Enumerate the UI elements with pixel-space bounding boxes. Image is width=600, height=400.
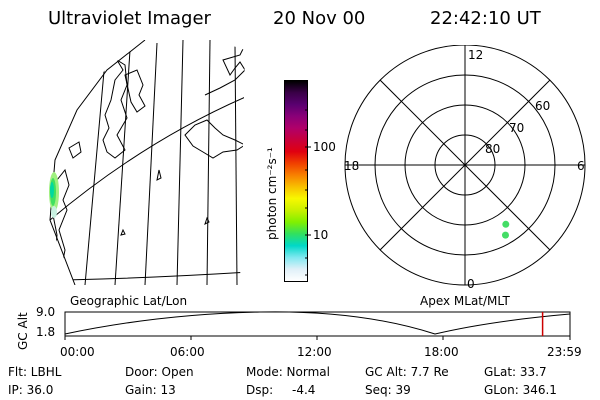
dsp-value: -4.4 — [292, 383, 316, 397]
meridian-line — [84, 59, 106, 285]
timeline-left-label: Geographic Lat/Lon — [70, 294, 188, 308]
lat-label-70: 70 — [509, 121, 524, 135]
mlt-label-6: 6 — [577, 159, 585, 173]
timeline-right-label: Apex MLat/MLT — [420, 294, 510, 308]
coastline — [204, 44, 245, 96]
coastline — [184, 119, 245, 159]
auroral-point — [502, 231, 509, 239]
glat-value: GLat: 33.7 — [484, 365, 547, 379]
parallel-line — [49, 94, 245, 221]
coastline — [68, 141, 82, 159]
polar-plot: 12 18 6 0 60 70 80 — [344, 45, 586, 291]
auroral-emission — [49, 172, 59, 218]
filter-value: Flt: LBHL — [8, 365, 62, 379]
timeline-xtick-1800: 18:00 — [424, 345, 459, 359]
timeline-xtick-1200: 12:00 — [297, 345, 332, 359]
timeline-xtick-0000: 00:00 — [60, 345, 95, 359]
meridian-line — [176, 40, 184, 285]
mlt-label-0: 0 — [467, 277, 475, 291]
colorbar-units-label: photon cm⁻²s⁻¹ — [265, 147, 279, 240]
timeline-ylabel: GC Alt — [16, 312, 30, 350]
meridian-line — [206, 40, 211, 285]
coastline — [52, 168, 70, 272]
colorbar-tick-label-10: 10 — [313, 228, 329, 242]
meridian-line — [144, 42, 158, 285]
geographic-map — [49, 40, 245, 285]
auroral-point — [502, 220, 510, 228]
ip-value: IP: 36.0 — [8, 383, 54, 397]
lat-label-80: 80 — [485, 142, 500, 156]
diagonal-line — [379, 79, 551, 251]
colorbar-tick-label-100: 100 — [313, 140, 336, 154]
meridian-line — [234, 44, 238, 285]
door-value: Door: Open — [125, 365, 194, 379]
coastline — [120, 169, 210, 236]
coastline — [102, 59, 128, 159]
lat-label-60: 60 — [535, 99, 550, 113]
instrument-title: Ultraviolet Imager — [48, 8, 211, 29]
timeline-ytick-top: 9.0 — [36, 305, 56, 319]
dsp-label: Dsp: — [246, 383, 274, 397]
glon-value: GLon: 346.1 — [484, 383, 557, 397]
altitude-curve — [64, 311, 571, 335]
coastline — [124, 69, 146, 113]
timeline-frame — [64, 311, 571, 337]
timeline-xtick-2359: 23:59 — [547, 345, 582, 359]
timeline-xtick-0600: 06:00 — [170, 345, 205, 359]
map-limb — [49, 40, 146, 285]
gc-alt-value: GC Alt: 7.7 Re — [365, 365, 449, 379]
color-scale-bar — [284, 80, 308, 282]
gain-value: Gain: 13 — [125, 383, 176, 397]
altitude-timeline — [64, 311, 571, 340]
date-label: 20 Nov 00 — [273, 8, 366, 29]
mlt-label-18: 18 — [344, 159, 359, 173]
meridian-line — [114, 49, 131, 285]
parallel-line — [64, 271, 245, 281]
sequence-value: Seq: 39 — [365, 383, 411, 397]
color-scale-ticks — [305, 109, 311, 276]
time-label: 22:42:10 UT — [430, 8, 541, 29]
mlt-label-12: 12 — [468, 48, 483, 62]
timeline-ytick-bottom: 1.8 — [36, 325, 56, 339]
mode-value: Mode: Normal — [246, 365, 330, 379]
